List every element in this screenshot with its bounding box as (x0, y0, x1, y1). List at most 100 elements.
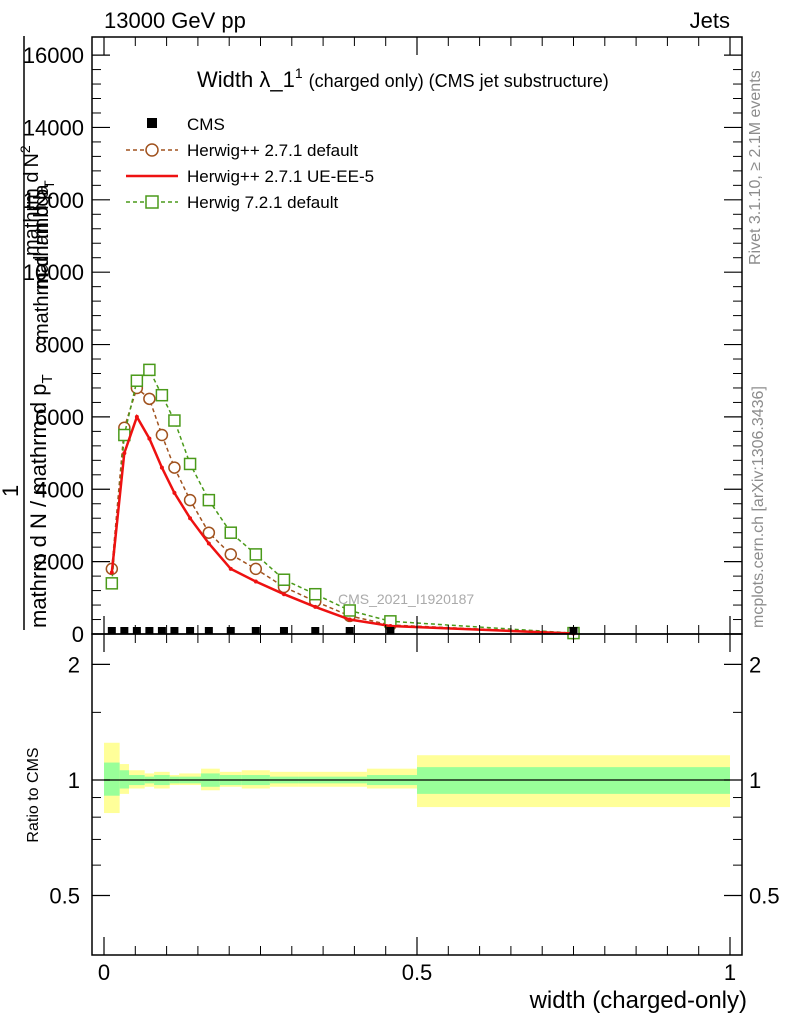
legend-item-herwig-ueee5: Herwig++ 2.7.1 UE-EE-5 (126, 167, 374, 186)
legend-item-herwig7: Herwig 7.2.1 default (126, 193, 338, 212)
ratio-panel: 0.5 0.5 1 1 2 2 0 0.5 1 Ratio to CMS width (char… (25, 37, 780, 1014)
main-ylabel: 1 mathrm d N / mathrm d pT mathrm dN2 ma… (0, 36, 57, 630)
point-herwig-2-7-1-ue-ee-5 (281, 592, 286, 597)
y-tick-label: 14000 (23, 115, 84, 140)
point-herwig-7-2-1-default (309, 587, 322, 601)
point-herwig-7-2-1-default (249, 548, 263, 561)
point-herwig-2-7-1-ue-ee-5 (172, 490, 177, 495)
legend-item-herwig-default: Herwig++ 2.7.1 default (126, 141, 358, 160)
title-main: Width λ_1 (197, 67, 295, 92)
point-herwig-2-7-1-ue-ee-5 (347, 617, 352, 622)
point-cms (170, 627, 179, 634)
x-axis-label: width (charged-only) (529, 987, 747, 1014)
point-herwig-2-7-1-default (143, 392, 156, 406)
main-title: Width λ_11 (charged only) (CMS jet substr… (197, 65, 609, 92)
point-herwig-7-2-1-default (105, 577, 119, 590)
point-cms (107, 627, 116, 634)
y-tick-label: 6000 (35, 405, 84, 430)
y-tick-label: 10000 (23, 260, 84, 285)
ylabel-numerator-c: mathrm d lambda (31, 184, 53, 340)
legend-label-herwig-default: Herwig++ 2.7.1 default (187, 141, 358, 160)
point-herwig-7-2-1-default (168, 414, 181, 427)
point-cms (120, 627, 129, 634)
header-left: 13000 GeV pp (104, 8, 246, 33)
ratio-y-tick-label-right: 0.5 (749, 884, 780, 909)
point-cms (186, 627, 195, 634)
ratio-y-tick-label: 1 (68, 768, 80, 793)
point-herwig-2-7-1-ue-ee-5 (159, 465, 164, 470)
point-herwig-2-7-1-default (168, 461, 181, 474)
ratio-y-tick-label-right: 1 (749, 768, 761, 793)
legend: CMS Herwig++ 2.7.1 default Herwig++ 2.7.… (126, 115, 374, 212)
y-tick-label: 0 (72, 622, 84, 647)
point-herwig-7-2-1-default (155, 388, 169, 402)
title-sup: 1 (295, 65, 303, 81)
legend-label-herwig7: Herwig 7.2.1 default (187, 193, 338, 212)
ratio-ylabel: Ratio to CMS (25, 747, 42, 842)
point-herwig-7-2-1-default (277, 573, 291, 586)
y-tick-label: 2000 (35, 550, 84, 575)
point-herwig-7-2-1-default (202, 493, 216, 507)
ylabel-numerator-a: mathrm dN2 (17, 145, 43, 256)
point-herwig-2-7-1-ue-ee-5 (109, 570, 114, 575)
ratio-y-tick-label: 0.5 (49, 884, 80, 909)
point-herwig-2-7-1-default (249, 562, 263, 576)
point-cms (204, 627, 213, 634)
title-rest: (charged only) (CMS jet substructure) (309, 71, 609, 91)
y-tick-label: 12000 (23, 188, 84, 213)
x-tick-label: 1 (724, 960, 736, 985)
y-tick-label: 8000 (35, 333, 84, 358)
legend-label-herwig-ueee5: Herwig++ 2.7.1 UE-EE-5 (187, 167, 374, 186)
legend-item-cms: CMS (147, 115, 225, 134)
point-herwig-2-7-1-ue-ee-5 (253, 579, 258, 584)
x-tick-label: 0 (98, 960, 110, 985)
point-herwig-2-7-1-ue-ee-5 (313, 604, 318, 609)
point-cms (132, 627, 141, 634)
ylabel-denominator: mathrm d N / mathrm d pT (26, 374, 56, 628)
main-panel: 0 2000 4000 6000 8000 10000 12000 14000 16000 Wi… (0, 36, 743, 647)
ratio-axes: 0.5 0.5 1 1 2 2 0 0.5 1 (49, 37, 780, 985)
point-herwig-7-2-1-default (183, 457, 197, 471)
legend-label-cms: CMS (187, 115, 225, 134)
rivet-label: Rivet 3.1.10, ≥ 2.1M events (747, 70, 764, 265)
mcplots-label: mcplots.cern.ch [arXiv:1306.3436] (750, 386, 767, 628)
point-herwig-2-7-1-ue-ee-5 (134, 414, 139, 419)
point-herwig-2-7-1-ue-ee-5 (228, 566, 233, 571)
point-herwig-2-7-1-ue-ee-5 (188, 516, 193, 521)
ratio-y-tick-label: 2 (68, 652, 80, 677)
ylabel-numerator-b: mathrm d pT (31, 180, 57, 290)
point-cms (251, 627, 260, 634)
point-cms (345, 627, 354, 634)
point-herwig-7-2-1-default (343, 604, 356, 617)
point-cms (279, 627, 288, 634)
point-herwig-2-7-1-ue-ee-5 (122, 451, 127, 456)
point-cms (157, 627, 166, 634)
point-cms (311, 627, 320, 634)
main-y-axis: 0 2000 4000 6000 8000 10000 12000 14000 16000 (23, 43, 742, 647)
ylabel-one: 1 (0, 485, 23, 497)
legend-marker-herwig7 (145, 195, 159, 209)
legend-marker-herwig-default (145, 143, 159, 157)
y-tick-label: 16000 (23, 43, 84, 68)
point-herwig-7-2-1-default (224, 526, 238, 539)
point-herwig-2-7-1-default (224, 548, 238, 561)
point-herwig-2-7-1-default (155, 428, 169, 442)
y-tick-label: 4000 (35, 477, 84, 502)
point-herwig-2-7-1-ue-ee-5 (206, 541, 211, 546)
point-cms (226, 627, 235, 634)
watermark: CMS_2021_I1920187 (338, 591, 474, 607)
point-herwig-2-7-1-ue-ee-5 (147, 436, 152, 441)
band-inner (104, 762, 120, 796)
point-cms (145, 627, 154, 634)
point-herwig-2-7-1-default (202, 526, 216, 539)
ratio-y-tick-label-right: 2 (749, 652, 761, 677)
point-herwig-2-7-1-default (183, 493, 197, 507)
ratio-bands (104, 742, 730, 814)
point-herwig-7-2-1-default (130, 374, 144, 387)
x-tick-label: 0.5 (402, 960, 433, 985)
legend-marker-cms (147, 118, 157, 128)
point-herwig-7-2-1-default (143, 363, 156, 377)
point-cms (386, 627, 395, 634)
header-right: Jets (690, 8, 730, 33)
